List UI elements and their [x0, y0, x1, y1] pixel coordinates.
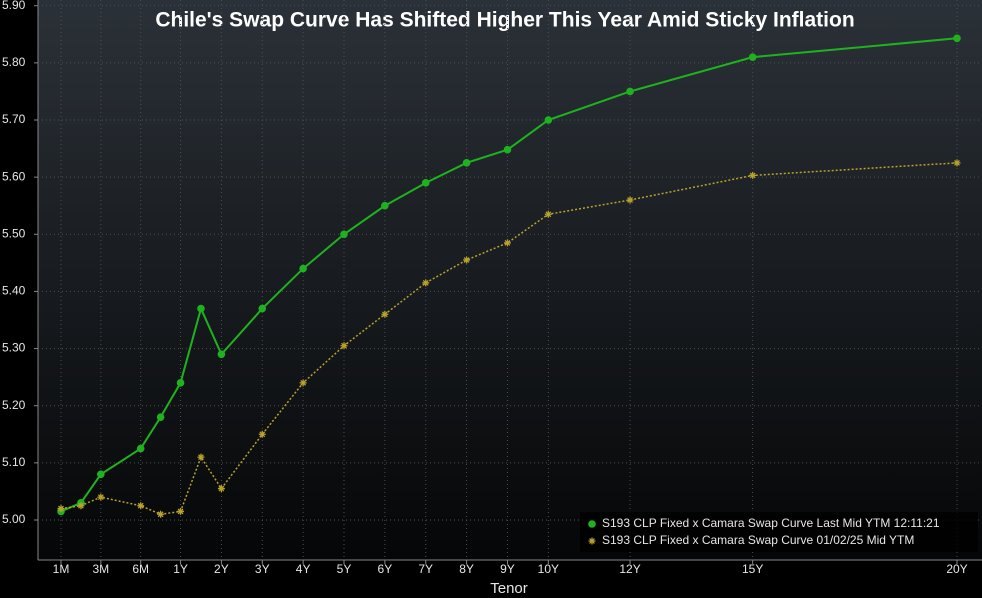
data-point [258, 304, 267, 313]
y-tick-label: 5.80 [2, 55, 26, 69]
plot-area [38, 0, 982, 560]
data-point [381, 201, 389, 210]
x-tick-label: 4Y [296, 562, 311, 576]
legend-box [580, 512, 978, 552]
data-point [421, 179, 430, 187]
x-tick-label: 2Y [214, 562, 229, 576]
x-tick-label: 6M [132, 562, 149, 576]
x-tick-label: 12Y [619, 562, 640, 576]
x-tick-label: 9Y [500, 562, 515, 576]
chart-title: Chile's Swap Curve Has Shifted Higher Th… [155, 9, 854, 32]
x-axis-title: Tenor [490, 580, 528, 597]
data-point [544, 116, 553, 124]
y-tick-label: 5.40 [2, 284, 26, 298]
data-point [340, 342, 348, 350]
data-point [463, 256, 471, 264]
y-tick-label: 5.60 [2, 169, 26, 183]
data-point [503, 239, 511, 247]
data-point [156, 413, 165, 421]
data-point [176, 379, 185, 387]
data-point [97, 470, 105, 479]
y-tick-label: 5.90 [2, 0, 26, 12]
y-tick-label: 5.10 [2, 455, 26, 469]
legend: S193 CLP Fixed x Camara Swap Curve Last … [580, 512, 978, 552]
data-point [57, 505, 65, 513]
y-tick-label: 5.00 [2, 512, 26, 526]
data-point [137, 502, 145, 510]
x-tick-label: 3M [93, 562, 110, 576]
data-point [748, 53, 757, 61]
y-tick-label: 5.70 [2, 112, 26, 126]
data-point [177, 507, 185, 515]
y-tick-label: 5.30 [2, 341, 26, 355]
data-point [340, 230, 348, 239]
x-tick-label: 3Y [255, 562, 270, 576]
x-tick-label: 1Y [173, 562, 188, 576]
data-point [217, 485, 225, 493]
data-point [258, 430, 266, 438]
x-tick-label: 20Y [946, 562, 967, 576]
data-point [299, 379, 307, 387]
data-point [197, 304, 205, 313]
data-point [953, 34, 961, 43]
legend-marker [588, 537, 596, 545]
legend-marker [588, 520, 596, 528]
x-tick-label: 15Y [742, 562, 763, 576]
data-point [544, 210, 552, 218]
data-point [381, 310, 389, 318]
data-point [136, 444, 145, 453]
data-point [749, 171, 757, 179]
legend-label: S193 CLP Fixed x Camara Swap Curve 01/02… [602, 533, 914, 547]
x-tick-label: 7Y [418, 562, 433, 576]
x-tick-label: 5Y [337, 562, 352, 576]
data-point [462, 159, 471, 167]
x-tick-label: 6Y [378, 562, 393, 576]
x-tick-label: 10Y [538, 562, 559, 576]
data-point [217, 350, 226, 359]
data-point [77, 502, 85, 510]
y-tick-label: 5.20 [2, 398, 26, 412]
data-point [626, 196, 634, 204]
data-point [422, 279, 430, 287]
data-point [97, 493, 105, 501]
legend-label: S193 CLP Fixed x Camara Swap Curve Last … [602, 516, 940, 530]
data-point [953, 159, 961, 167]
data-point [503, 145, 512, 154]
data-point [299, 264, 307, 273]
data-point [197, 453, 205, 461]
x-tick-label: 1M [53, 562, 70, 576]
y-tick-label: 5.50 [2, 226, 26, 240]
data-point [157, 510, 165, 518]
x-tick-label: 8Y [459, 562, 474, 576]
data-point [626, 87, 634, 96]
